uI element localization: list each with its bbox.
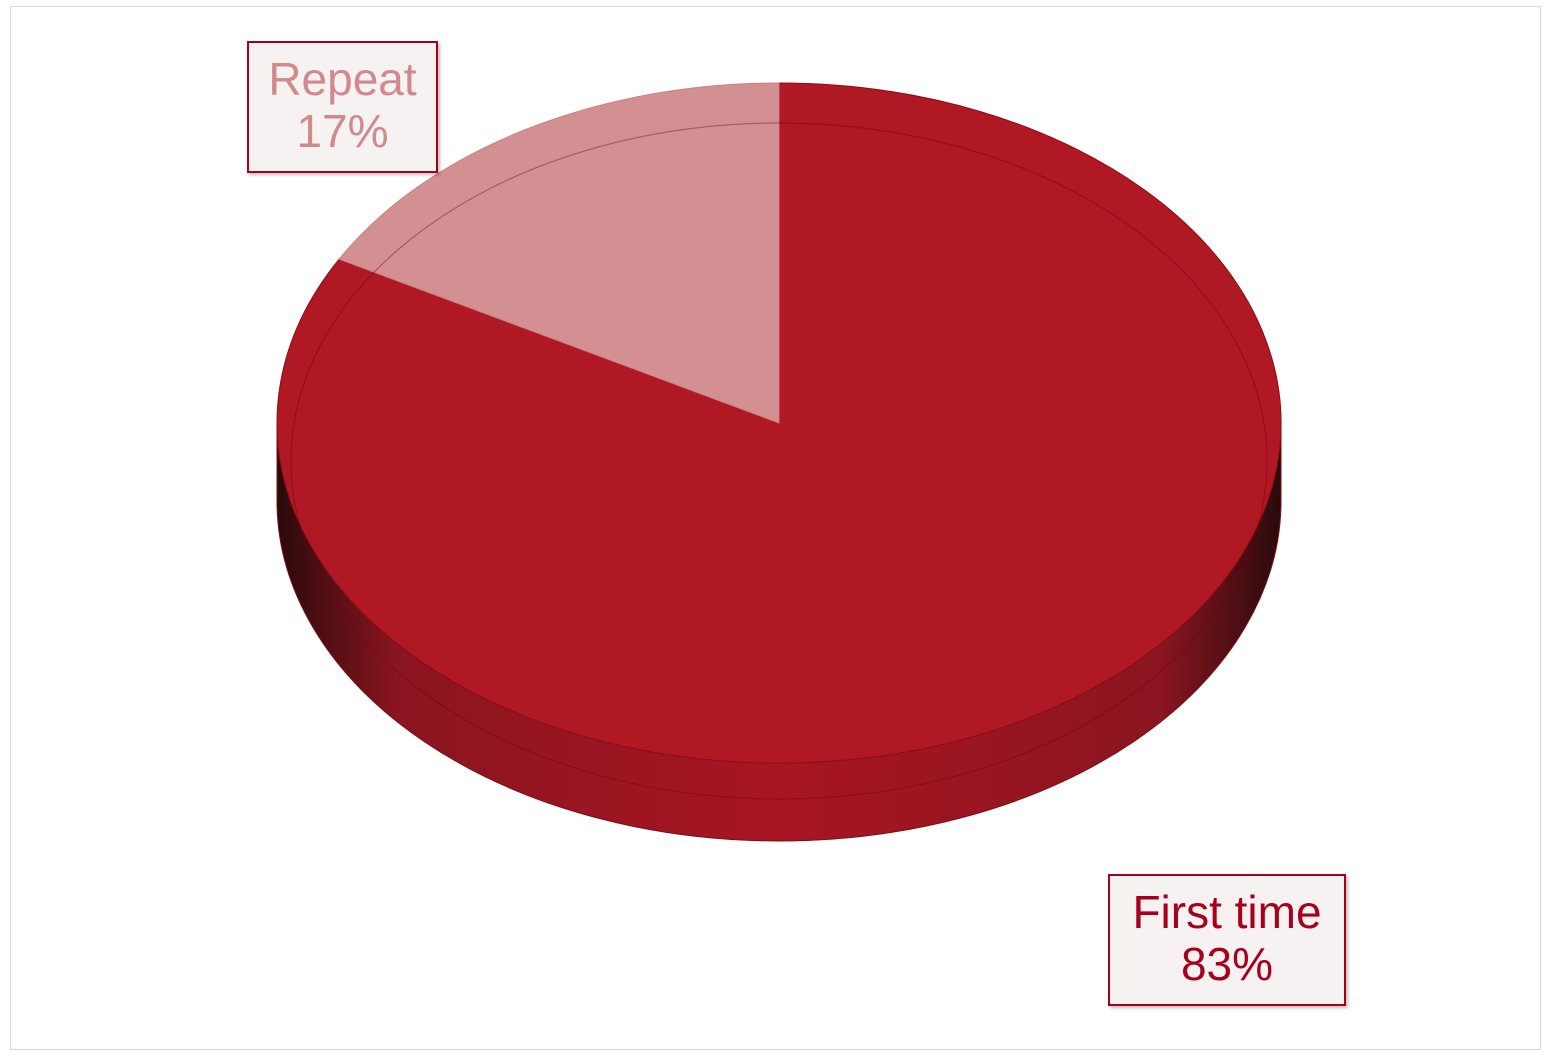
data-label-first-time-value: 83% — [1180, 938, 1274, 990]
data-label-repeat-value: 17% — [296, 105, 389, 157]
pie-bevel-ring — [290, 122, 1268, 800]
pie-layer — [276, 82, 1282, 842]
data-label-repeat-category: Repeat — [268, 53, 417, 105]
data-label-repeat: Repeat 17% — [247, 41, 438, 173]
data-label-first-time: First time 83% — [1108, 874, 1346, 1006]
pie-slice-repeat — [338, 82, 780, 424]
chart-area: Repeat 17% First time 83% — [10, 6, 1541, 1050]
pie-chart — [276, 82, 1282, 842]
pie-slice-highlight-repeat — [339, 83, 779, 423]
data-label-first-time-category: First time — [1132, 886, 1322, 938]
